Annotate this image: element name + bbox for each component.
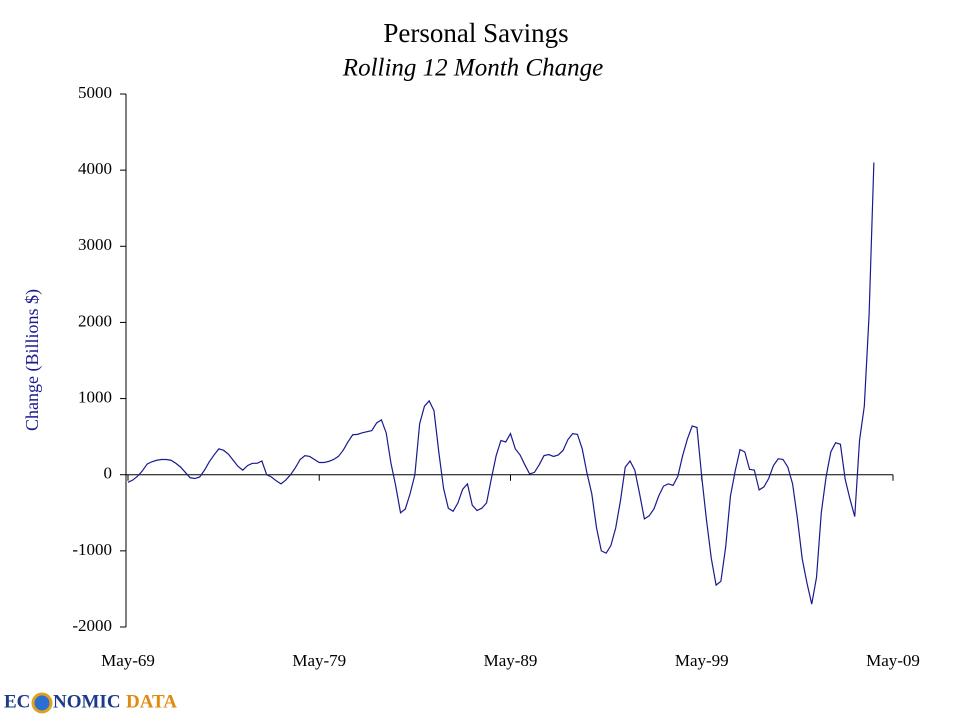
x-tick-label: May-09 <box>866 651 920 670</box>
data-line <box>127 162 875 605</box>
x-tick-label: May-79 <box>292 651 346 670</box>
y-tick-label: 1000 <box>78 387 112 406</box>
x-tick-label: May-89 <box>484 651 538 670</box>
y-tick-label: 4000 <box>78 159 112 178</box>
logo: EC NOMIC DATA <box>4 691 177 714</box>
logo-text: EC <box>4 691 30 712</box>
x-tick-label: May-99 <box>675 651 729 670</box>
chart-subtitle: Rolling 12 Month Change <box>342 55 603 82</box>
y-tick-label: 2000 <box>78 311 112 330</box>
y-tick-label: 5000 <box>78 83 112 102</box>
chart-title: Personal Savings <box>383 18 568 48</box>
logo-text: NOMIC <box>53 691 121 712</box>
y-tick-label: -1000 <box>72 540 112 559</box>
y-axis-label: Change (Billions $) <box>22 289 43 431</box>
y-tick-label: -2000 <box>72 616 112 635</box>
logo-globe <box>31 692 53 714</box>
y-tick-label: 0 <box>104 464 113 483</box>
logo-text: DATA <box>126 691 177 712</box>
y-tick-label: 3000 <box>78 235 112 254</box>
x-tick-label: May-69 <box>101 651 155 670</box>
